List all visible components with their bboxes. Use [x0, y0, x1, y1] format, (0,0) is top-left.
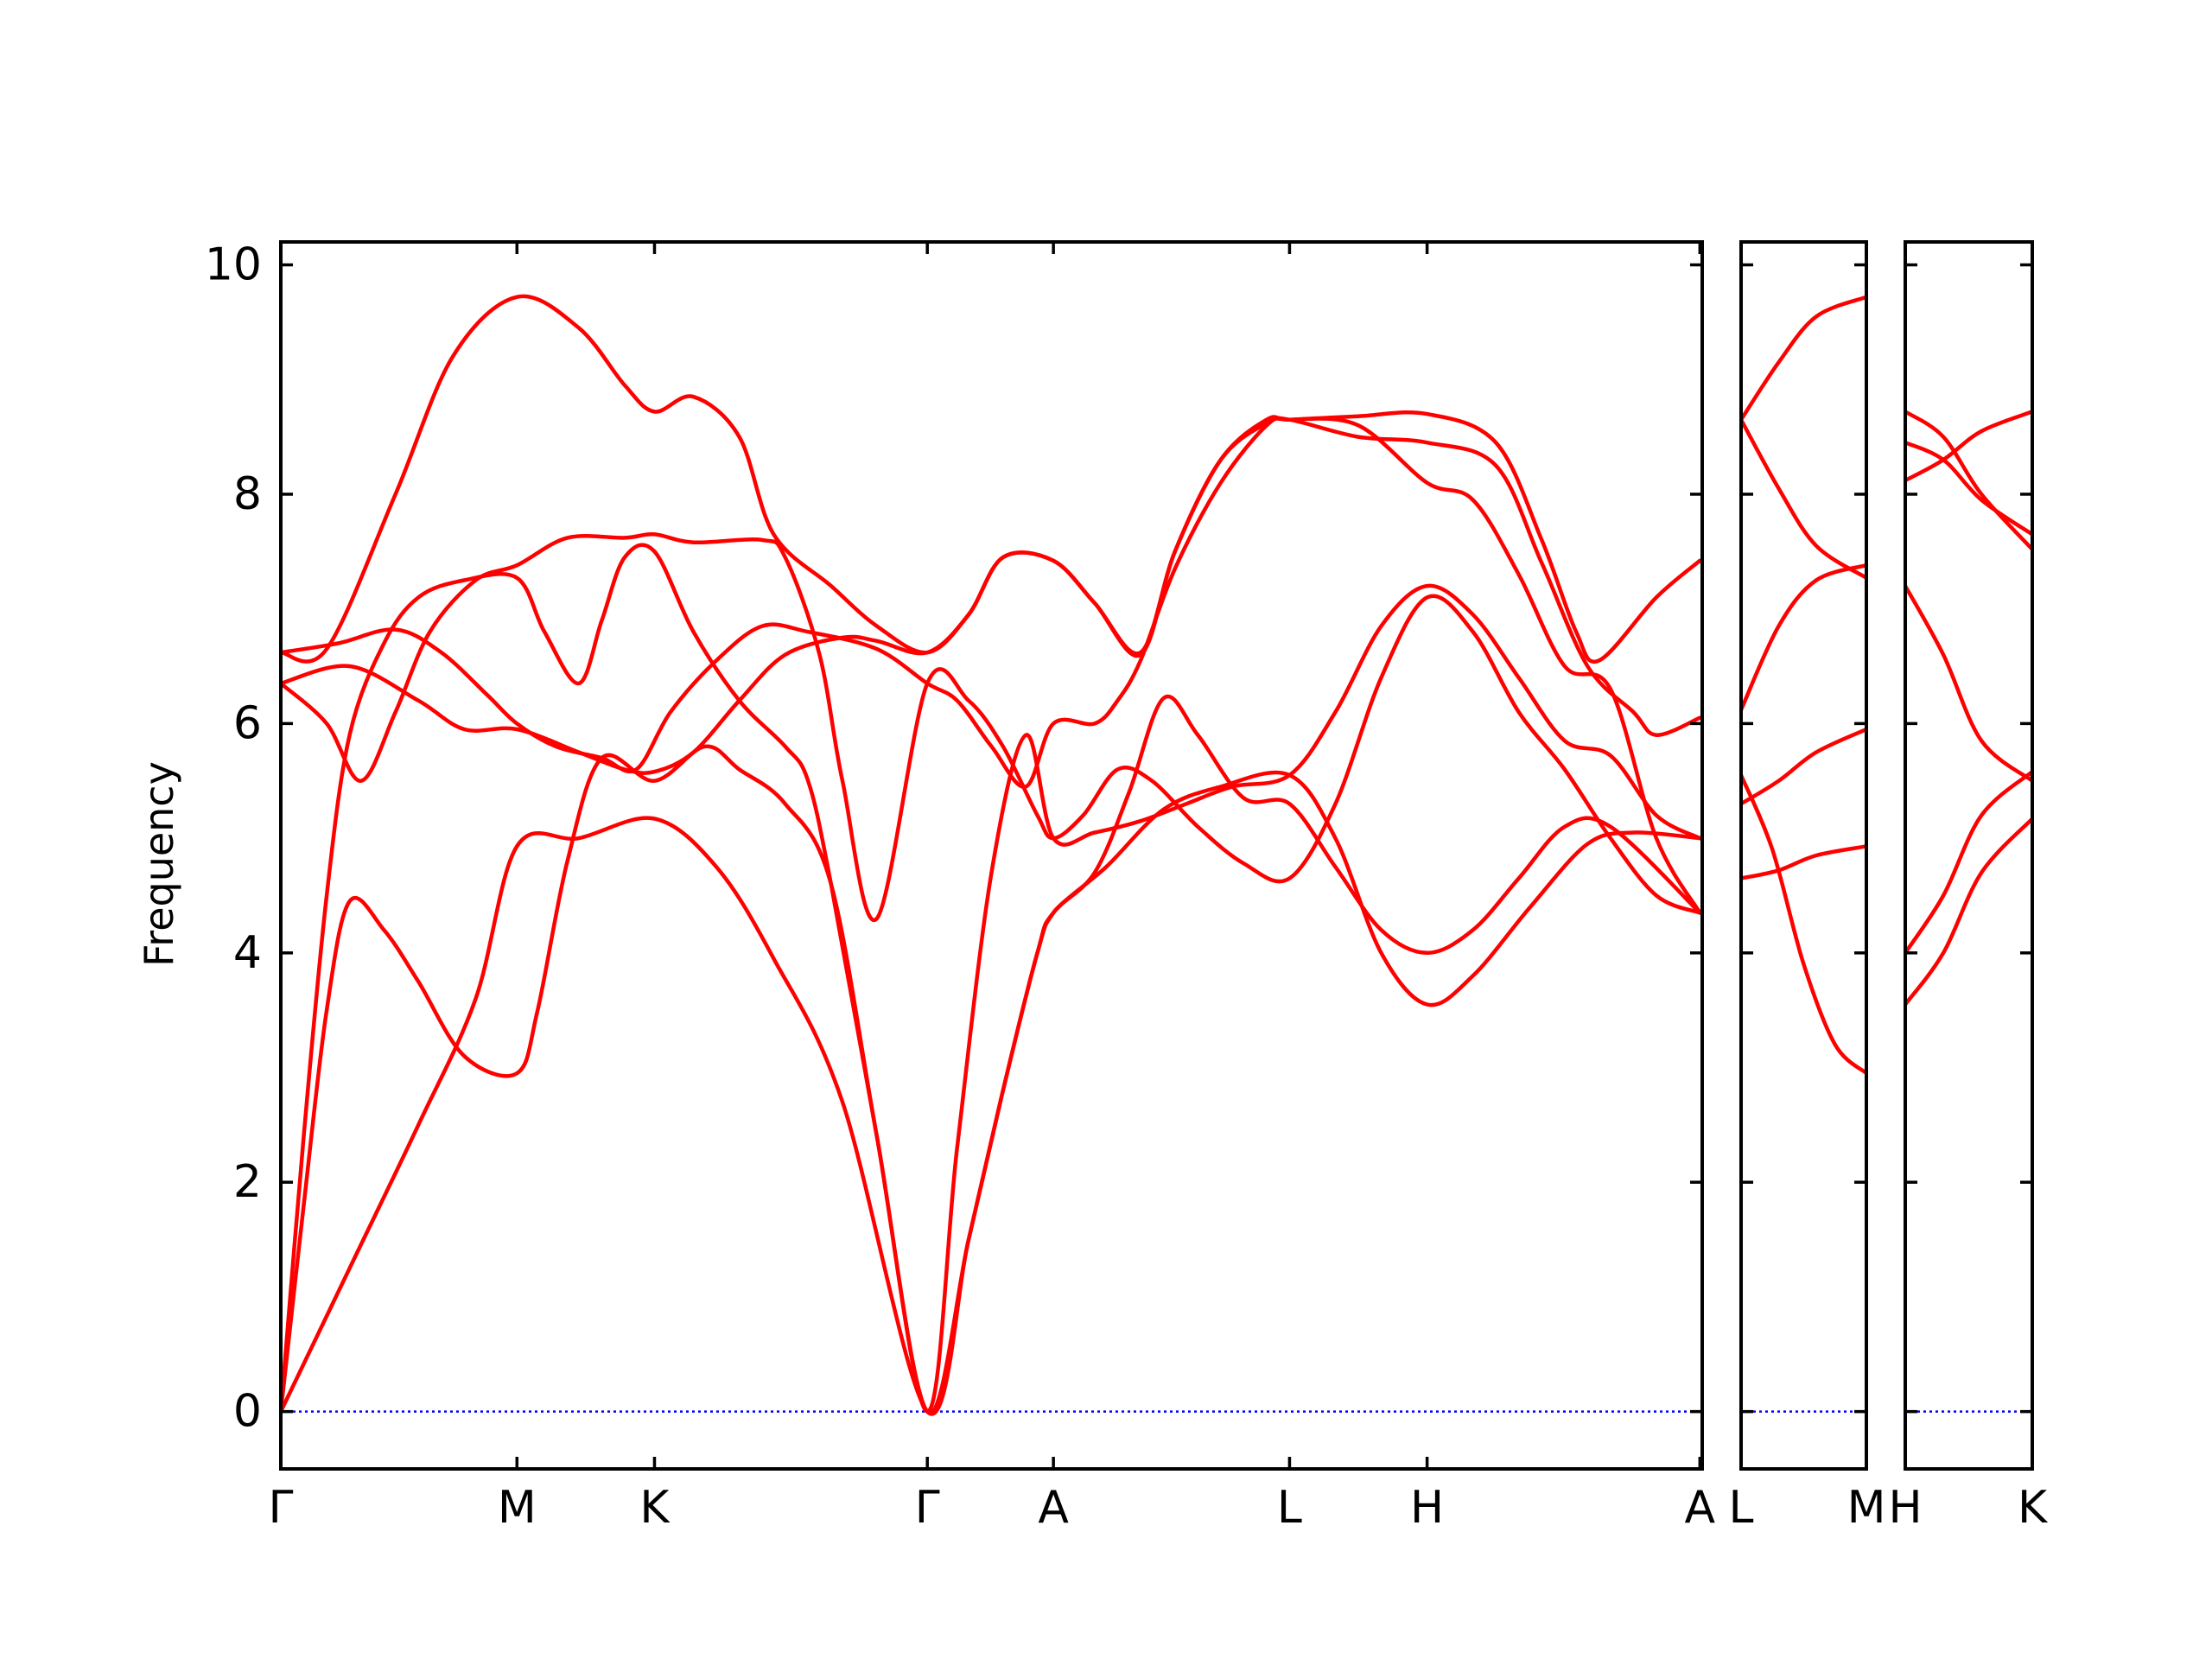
- panel-1: 0 2 4 6 8 10 Γ M K Γ A L H A: [205, 239, 1716, 1534]
- y-tick-label: 2: [233, 1156, 262, 1208]
- band-line-5: [1741, 844, 1866, 880]
- x-tick-label: L: [1277, 1482, 1302, 1534]
- band-line-1: [1905, 410, 2032, 551]
- axes-frame: [1739, 240, 1868, 1471]
- band-line-6: [1905, 817, 2032, 1007]
- x-tick-label: H: [1410, 1482, 1444, 1534]
- band-line-3: [1905, 410, 2032, 483]
- band-line-7: [281, 294, 1702, 664]
- axes-frame: [279, 240, 1704, 1471]
- band-line-2: [1741, 417, 1866, 581]
- x-tick-label: L: [1729, 1482, 1754, 1534]
- x-tick-label: Γ: [269, 1482, 294, 1534]
- band-group: [1741, 295, 1866, 1076]
- x-tick-label: A: [1685, 1482, 1716, 1534]
- band-line-4: [281, 532, 1702, 923]
- x-tick-label: H: [1888, 1482, 1922, 1534]
- band-line-2: [1905, 440, 2032, 537]
- x-tick-label: M: [1847, 1482, 1886, 1534]
- band-group: [281, 294, 1702, 1416]
- band-line-5: [281, 416, 1702, 775]
- y-axis-label: Frequency: [136, 761, 182, 967]
- band-line-1: [1741, 295, 1866, 422]
- band-line-2: [281, 694, 1702, 1415]
- x-tick-label: K: [639, 1482, 671, 1534]
- band-line-4: [1741, 727, 1866, 806]
- band-group: [1905, 410, 2032, 1007]
- y-tick-label: 10: [205, 239, 262, 291]
- y-tick-label: 0: [233, 1386, 262, 1438]
- y-tick-label: 6: [233, 697, 262, 749]
- x-tick-label: M: [498, 1482, 537, 1534]
- band-line-3: [1741, 563, 1866, 712]
- axes-frame: [1904, 240, 2034, 1471]
- y-tick-label: 8: [233, 468, 262, 520]
- band-line-6: [1741, 772, 1866, 1076]
- band-line-4: [1905, 583, 2032, 783]
- y-tick-label: 4: [233, 927, 262, 979]
- band-line-3: [281, 543, 1702, 1414]
- x-tick-label: A: [1038, 1482, 1069, 1534]
- x-tick-label: K: [2018, 1482, 2049, 1534]
- band-line-6: [281, 416, 1702, 915]
- x-tick-label: Γ: [915, 1482, 940, 1534]
- band-line-5: [1905, 769, 2032, 956]
